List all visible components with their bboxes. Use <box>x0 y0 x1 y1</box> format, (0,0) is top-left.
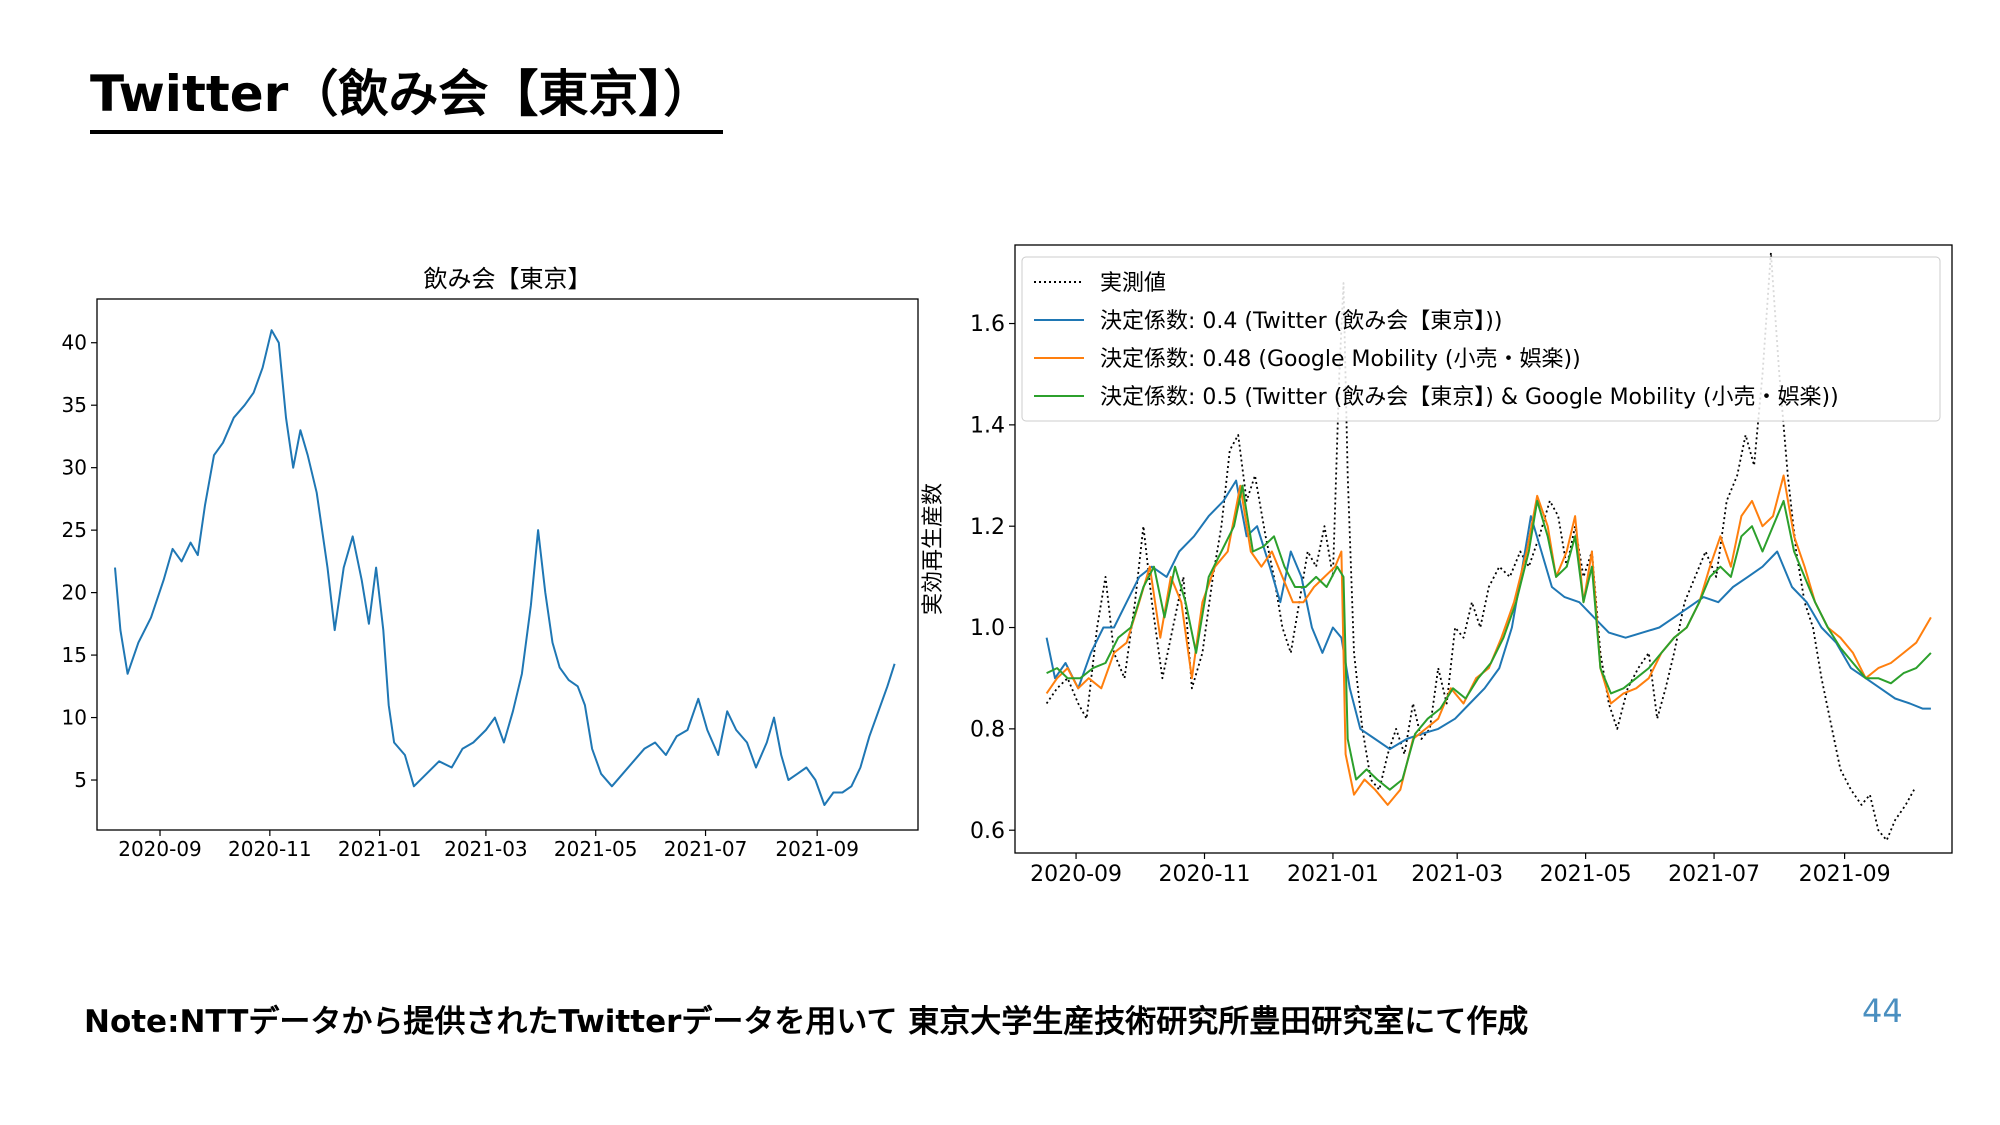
y-tick-label: 1.6 <box>970 312 1005 337</box>
legend-label: 実測値 <box>1100 271 1166 296</box>
x-tick-label: 2020-11 <box>228 837 312 861</box>
x-tick-label: 2021-07 <box>664 837 748 861</box>
x-tick-label: 2021-01 <box>1287 862 1379 887</box>
y-axis-label: 実効再生産数 <box>921 483 946 615</box>
y-tick-label: 20 <box>62 581 87 605</box>
x-tick-label: 2020-11 <box>1159 862 1251 887</box>
y-tick-label: 5 <box>74 768 87 792</box>
x-tick-label: 2020-09 <box>1030 862 1122 887</box>
y-tick-label: 0.8 <box>970 718 1005 743</box>
plot-frame <box>1014 244 1953 854</box>
chart-title: 飲み会【東京】 <box>424 265 592 293</box>
legend-box <box>1021 256 1941 422</box>
series-line-3 <box>1045 474 1932 806</box>
y-tick-label: 15 <box>62 643 87 667</box>
x-tick-label: 2020-09 <box>118 837 202 861</box>
x-tick-label: 2021-01 <box>338 837 422 861</box>
reproduction-number-chart: 2020-09 2020-11 2021-01 2021-03 2021-05 2021-… <box>921 244 1953 887</box>
x-tick-label: 2021-05 <box>1540 862 1632 887</box>
x-tick-label: 2021-09 <box>775 837 859 861</box>
series-line-2 <box>1045 479 1931 751</box>
legend-label: 決定係数: 0.48 (Google Mobility (小売・娯楽)) <box>1100 347 1581 372</box>
y-tick-label: 40 <box>62 331 87 355</box>
x-tick-label: 2021-09 <box>1799 862 1891 887</box>
series-line-4 <box>1046 484 1932 791</box>
y-tick-label: 10 <box>62 706 87 730</box>
x-tick-label: 2021-03 <box>1411 862 1503 887</box>
y-tick-label: 1.4 <box>970 414 1005 439</box>
plot-frame <box>96 298 919 831</box>
tweet-volume-chart: 飲み会【東京】 2020-09 2020-11 2021-01 2021-03 2021-… <box>62 265 919 861</box>
legend-label: 決定係数: 0.4 (Twitter (飲み会【東京】)) <box>1100 309 1502 334</box>
y-tick-label: 0.6 <box>970 819 1005 844</box>
y-tick-label: 1.2 <box>970 515 1005 540</box>
x-tick-label: 2021-07 <box>1668 862 1760 887</box>
x-tick-label: 2021-05 <box>554 837 638 861</box>
y-tick-label: 30 <box>62 456 87 480</box>
x-tick-label: 2021-03 <box>444 837 528 861</box>
page-number: 44 <box>1862 992 1903 1030</box>
legend-label: 決定係数: 0.5 (Twitter (飲み会【東京】) & Google Mo… <box>1100 385 1839 410</box>
y-tick-label: 35 <box>62 393 87 417</box>
slide-title: Twitter（飲み会【東京】） <box>90 58 724 134</box>
y-tick-label: 1.0 <box>970 616 1005 641</box>
footer-note: Note:NTTデータから提供されたTwitterデータを用いて 東京大学生産技… <box>84 1004 1529 1040</box>
series-line-1 <box>114 329 896 806</box>
y-tick-label: 25 <box>62 518 87 542</box>
